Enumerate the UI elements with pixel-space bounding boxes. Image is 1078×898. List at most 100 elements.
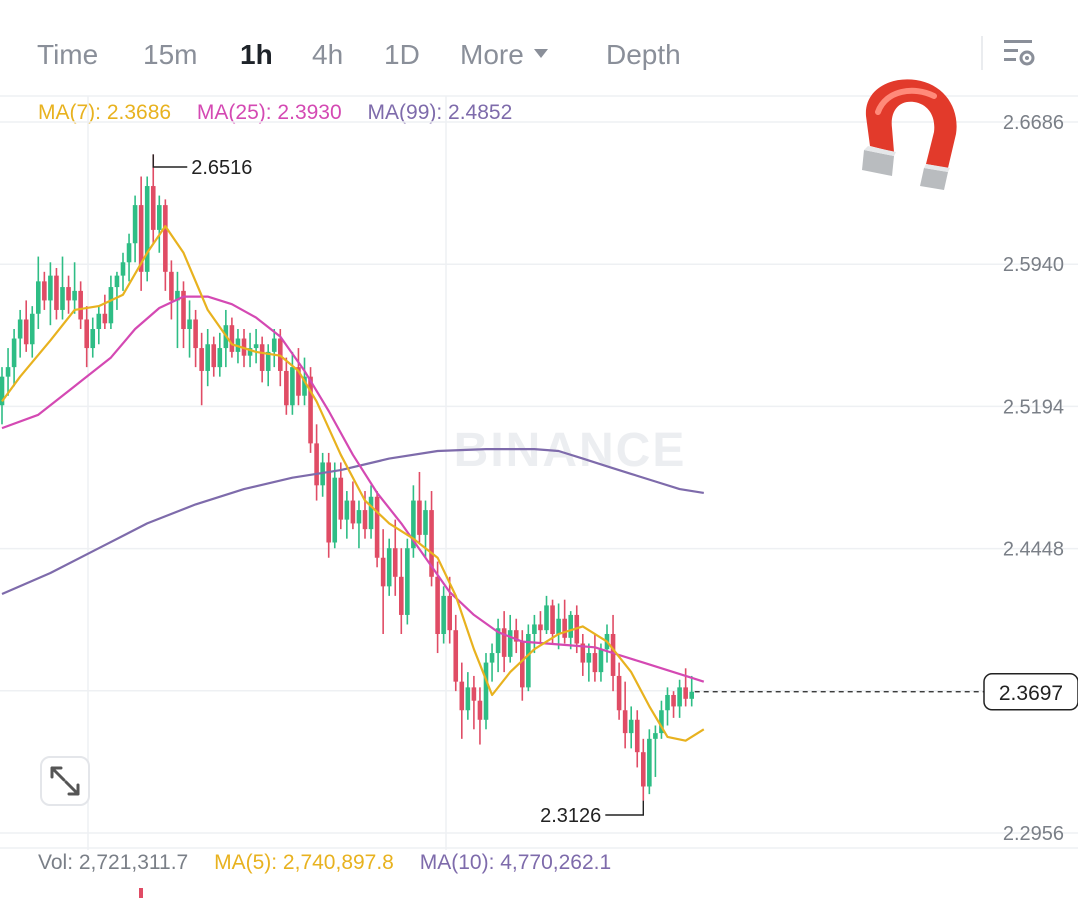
candle-body — [175, 290, 180, 301]
volume-legend: Vol: 2,721,311.7 MA(5): 2,740,897.8 MA(1… — [38, 850, 631, 876]
candle-body — [138, 205, 144, 272]
candle-body — [405, 548, 410, 615]
magnet-icon[interactable] — [856, 72, 968, 192]
candle-body — [362, 510, 368, 530]
candle-body — [96, 313, 102, 330]
volume-ma10-label: MA(10): 4,770,262.1 — [419, 851, 612, 874]
candle-body — [217, 348, 223, 368]
tab-depth[interactable]: Depth — [606, 39, 681, 70]
candle-body — [417, 500, 422, 535]
candle-body — [42, 281, 47, 301]
candle-body — [435, 576, 440, 634]
y-tick-label: 2.5940 — [1003, 254, 1064, 276]
y-tick-label: 2.6686 — [1003, 112, 1064, 134]
candle-body — [568, 614, 573, 638]
candle-body — [5, 367, 11, 377]
y-tick-label: 2.2956 — [1003, 823, 1064, 845]
y-tick-label: 2.4448 — [1003, 539, 1064, 561]
tab-4h[interactable]: 4h — [312, 39, 344, 70]
tab-time[interactable]: Time — [37, 39, 99, 70]
candle-body — [411, 500, 416, 549]
candle-body — [683, 687, 688, 699]
candle-body — [453, 630, 459, 682]
candle-body — [628, 719, 634, 734]
candle-body — [647, 738, 652, 787]
candle-body — [622, 710, 628, 734]
candle-body — [163, 205, 168, 272]
candle-body — [598, 649, 604, 673]
candle-body — [659, 710, 664, 734]
candle-body — [386, 548, 392, 587]
candle-body — [247, 348, 253, 356]
candle-body — [108, 287, 114, 324]
candle-body — [72, 290, 77, 301]
candle-body — [562, 618, 567, 638]
candle-body — [483, 662, 489, 720]
candle-body — [181, 290, 186, 330]
candle-body — [520, 641, 525, 688]
candle-body — [78, 290, 83, 320]
candle-body — [350, 500, 356, 524]
candle-body — [199, 348, 204, 371]
expand-button[interactable] — [40, 756, 90, 806]
candle-body — [193, 319, 198, 349]
candle-body — [538, 624, 543, 631]
last-price-tag — [983, 673, 1078, 711]
caret-down-icon — [533, 49, 548, 58]
volume-bar — [139, 888, 143, 898]
candle-body — [689, 691, 694, 699]
candle-body — [507, 630, 513, 657]
candle-body — [671, 694, 676, 707]
candle-body — [592, 653, 598, 673]
ma7-label: MA(7): 2.3686 — [38, 101, 172, 124]
high-price-label: 2.6516 — [191, 157, 252, 179]
candle-body — [66, 287, 71, 301]
candle-body — [495, 628, 501, 654]
candle-body — [380, 557, 386, 587]
candle-body — [157, 205, 162, 230]
candle-body — [326, 462, 331, 543]
candle-body — [526, 633, 531, 688]
candle-body — [344, 500, 350, 520]
candle-body — [459, 681, 465, 711]
candle-body — [580, 643, 586, 663]
candle-body — [60, 287, 65, 310]
candle-body — [0, 376, 5, 406]
candle-body — [550, 605, 555, 634]
candle-body — [374, 496, 380, 558]
candle-body — [36, 281, 41, 314]
ma25-label: MA(25): 2.3930 — [196, 101, 342, 124]
ma25-line — [1, 295, 705, 683]
tab-1h[interactable]: 1h — [240, 39, 273, 70]
tab-more[interactable]: More — [460, 38, 548, 72]
candle-body — [399, 576, 404, 615]
candle-body — [544, 605, 549, 631]
candle-body — [665, 694, 670, 711]
candle-body — [126, 243, 132, 263]
candle-body — [259, 344, 265, 371]
candle-body — [477, 700, 483, 720]
volume-label: Vol: 2,721,311.7 — [38, 851, 189, 874]
ma99-line — [1, 448, 704, 596]
candle-body — [211, 344, 217, 368]
chart-settings-icon[interactable] — [1002, 36, 1038, 72]
tab-more-label: More — [460, 39, 524, 70]
tab-15m[interactable]: 15m — [143, 39, 198, 70]
candle-body — [677, 687, 682, 707]
tab-1d[interactable]: 1D — [384, 39, 420, 70]
candle-body — [616, 675, 622, 711]
candle-body — [150, 186, 156, 230]
candle-body — [641, 752, 646, 787]
candle-body — [284, 370, 289, 406]
expand-icon — [50, 766, 80, 796]
candle-body — [265, 351, 271, 371]
candle-body — [338, 477, 344, 520]
candle-body — [144, 186, 150, 272]
candle-body — [501, 628, 507, 657]
candle-body — [356, 510, 362, 524]
ma7-line — [1, 225, 705, 742]
candle-body — [11, 338, 17, 368]
candle-body — [54, 275, 59, 310]
candle-body — [84, 319, 89, 349]
